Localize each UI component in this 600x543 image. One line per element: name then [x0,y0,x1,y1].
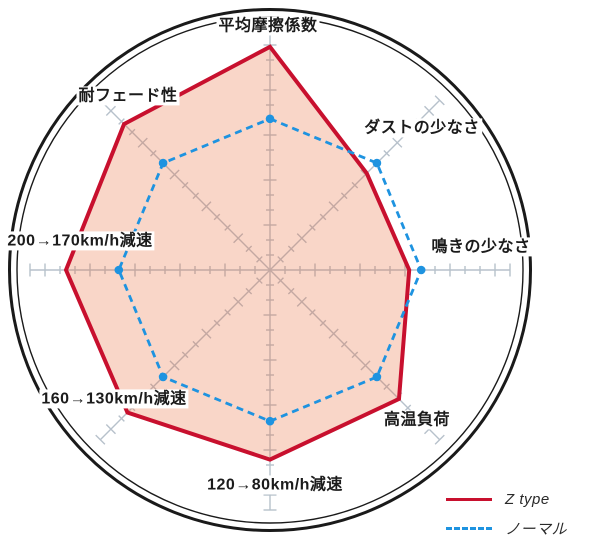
axis-tick [245,287,253,295]
normal-vertex-dot [114,265,124,275]
axis-tick [105,105,116,116]
normal-vertex-dot [265,114,275,124]
z-type-line-swatch [446,497,492,501]
axis-label-low-dust: ダストの少なさ [362,118,482,138]
axis-tick [224,224,231,231]
outer-ring [8,8,532,532]
normal-vertex-dot [158,372,168,382]
axis-tick [192,192,200,200]
normal-vertex-dot [265,416,275,426]
axis-tick [213,213,221,221]
axis-tick [213,319,221,327]
axis-tick [128,128,136,136]
axis-tick [105,424,116,435]
axis-tick [169,169,180,180]
axis-tick [224,309,231,316]
axis-tick [150,383,157,390]
axis-label-low-squeal: 鳴きの少なさ [429,237,533,257]
axis-tick [383,150,390,157]
normal-vertex-dot [372,158,382,168]
axis-tick [118,118,125,125]
axis-tick [256,277,263,284]
axis-tick [360,360,371,371]
normal-vertex-dot [158,158,168,168]
axis-tick [319,319,327,327]
axis-tick [319,213,327,221]
normal-vertex-dot [416,265,426,275]
axis-label-average-friction-coefficient: 平均摩擦係数 [216,16,320,36]
axis-tick [277,277,284,284]
axis-tick [277,256,284,263]
axis-tick [309,309,316,316]
axis-tick [256,256,263,263]
axis-tick [351,181,359,189]
axis-tick [118,415,125,422]
axis-tick [309,224,316,231]
axis-tick [181,351,189,359]
legend-label-normal: ノーマル [505,520,568,538]
legend-item-z-type: Z type [446,488,567,510]
axis-tick [287,245,295,253]
axis-tick [201,201,212,212]
axis-tick [137,137,148,148]
axis-tick [383,383,390,390]
axis-tick [296,296,307,307]
axis-tick [404,404,412,412]
axis-tick [351,351,359,359]
axis-tick [233,233,244,244]
axis-tick [328,201,339,212]
axis-tick [340,192,348,200]
legend-label-z-type: Z type [505,490,550,508]
axis-tick [434,95,445,106]
axis-tick [169,360,180,371]
axis-label-fade-resistance: 耐フェード性 [76,86,180,106]
axis-tick [296,233,307,244]
axis-tick [424,105,435,116]
axis-tick [201,328,212,339]
axis-label-high-temp-load: 高温負荷 [381,410,453,430]
axis-tick [434,434,445,445]
axis-tick [245,245,253,253]
legend: Z type ノーマル [446,488,567,543]
axis-tick [392,137,403,148]
legend-item-normal: ノーマル [446,517,567,539]
axis-tick [192,340,200,348]
normal-line-swatch [446,526,492,530]
axis-tick [340,340,348,348]
axis-tick [181,181,189,189]
axis-tick [233,296,244,307]
normal-vertex-dot [372,372,382,382]
z-type-polygon [63,44,412,462]
axis-tick [150,150,157,157]
axis-tick [328,328,339,339]
axis-label-160-130-deceleration: 160→130km/h減速 [39,389,189,409]
axis-label-120-80-deceleration: 120→80km/h減速 [205,475,345,495]
axis-tick [95,434,106,445]
axis-label-200-170-deceleration: 200→170km/h減速 [5,231,155,251]
axis-tick [287,287,295,295]
